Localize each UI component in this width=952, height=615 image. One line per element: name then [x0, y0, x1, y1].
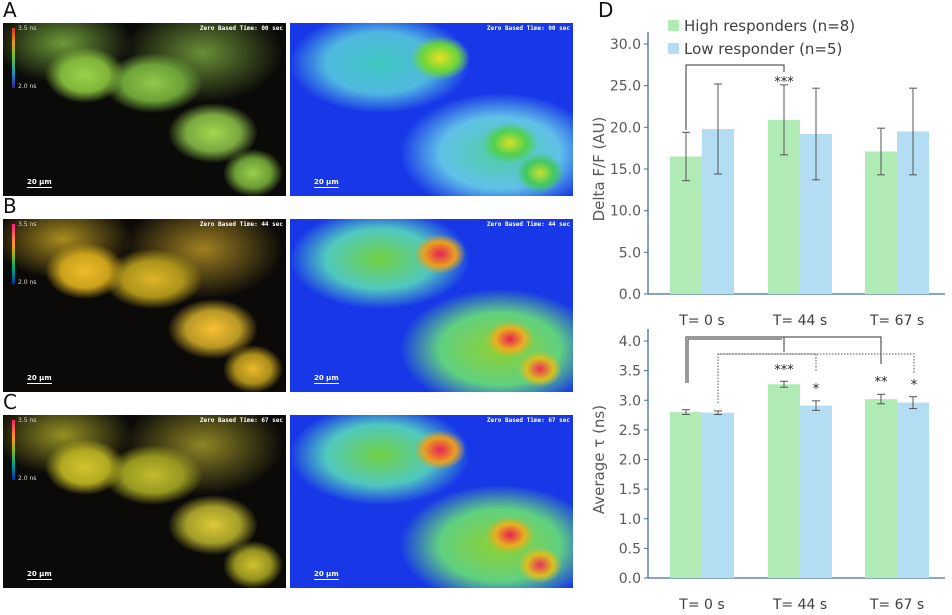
scale-bar: 20 μm	[27, 570, 52, 580]
timestamp: Zero Based Time: 44 sec	[199, 221, 283, 228]
significance-label: ***	[774, 363, 794, 378]
significance-bracket	[685, 64, 785, 130]
panel-label-c: C	[3, 390, 17, 414]
microscopy-image-c-left: Zero Based Time: 67 sec 20 μm 3.5 ns 2.0 ns	[3, 415, 286, 588]
microscopy-image-b-left: Zero Based Time: 44 sec 20 μm 3.5 ns 2.0 ns	[3, 219, 286, 392]
timestamp: Zero Based Time: 44 sec	[486, 221, 570, 228]
colorbar	[12, 224, 15, 284]
x-tick-label: T= 0 s	[678, 597, 724, 613]
bar	[897, 402, 929, 578]
y-tick-label: 10.0	[610, 204, 641, 220]
microscopy-image-c-right: Zero Based Time: 67 sec 20 μm	[290, 415, 573, 588]
colorbar-max: 3.5 ns	[18, 25, 37, 32]
microscopy-image-b-right: Zero Based Time: 44 sec 20 μm	[290, 219, 573, 392]
y-tick-label: 1.0	[619, 512, 641, 528]
colorbar-min: 2.0 ns	[18, 279, 37, 286]
legend-swatch	[668, 43, 679, 54]
legend-label: Low responder (n=5)	[684, 40, 842, 58]
y-axis-label: Delta F/F (AU)	[590, 117, 608, 222]
colorbar-max: 3.5 ns	[18, 221, 37, 228]
significance-bracket-dotted	[717, 353, 915, 403]
panel-label-d: D	[598, 0, 614, 22]
legend-label: High responders (n=8)	[684, 17, 855, 35]
timestamp: Zero Based Time: 00 sec	[199, 25, 283, 32]
bar	[670, 412, 702, 578]
x-tick-label: T= 67 s	[869, 313, 924, 329]
colorbar-max: 3.5 ns	[18, 417, 37, 424]
scale-bar: 20 μm	[314, 374, 339, 384]
y-tick-label: 25.0	[610, 79, 641, 95]
significance-label: *	[813, 382, 820, 397]
microscopy-image-a-left: Zero Based Time: 00 sec 20 μm 3.5 ns 2.0 ns	[3, 23, 286, 196]
x-tick-label: T= 44 s	[772, 313, 827, 329]
y-tick-label: 1.5	[619, 482, 641, 498]
colorbar-min: 2.0 ns	[18, 475, 37, 482]
y-tick-label: 15.0	[610, 162, 641, 178]
significance-label: *	[911, 378, 918, 393]
significance-label: **	[875, 375, 889, 390]
y-axis-label: Average τ (ns)	[590, 405, 608, 514]
bar	[768, 384, 800, 578]
bar	[800, 405, 832, 578]
significance-label: ***	[774, 75, 794, 90]
colorbar-min: 2.0 ns	[18, 83, 37, 90]
scale-bar: 20 μm	[314, 178, 339, 188]
legend-swatch	[668, 20, 679, 31]
y-tick-label: 30.0	[610, 37, 641, 53]
bar	[702, 412, 734, 578]
y-tick-label: 2.5	[619, 423, 641, 439]
y-tick-label: 2.0	[619, 453, 641, 469]
y-tick-label: 5.0	[619, 245, 641, 261]
y-tick-label: 4.0	[619, 334, 641, 350]
panel-label-a: A	[3, 0, 17, 22]
y-tick-label: 3.5	[619, 364, 641, 380]
significance-bracket	[685, 336, 785, 383]
microscopy-image-a-right: Zero Based Time: 00 sec 20 μm	[290, 23, 573, 196]
timestamp: Zero Based Time: 67 sec	[486, 417, 570, 424]
scale-bar: 20 μm	[27, 178, 52, 188]
scale-bar: 20 μm	[314, 570, 339, 580]
bar	[865, 399, 897, 578]
colorbar	[12, 28, 15, 88]
timestamp: Zero Based Time: 67 sec	[199, 417, 283, 424]
y-tick-label: 0.0	[619, 287, 641, 303]
y-tick-label: 3.0	[619, 393, 641, 409]
panel-label-b: B	[3, 194, 17, 218]
x-tick-label: T= 67 s	[869, 597, 924, 613]
scale-bar: 20 μm	[27, 374, 52, 384]
x-tick-label: T= 0 s	[678, 313, 724, 329]
y-tick-label: 0.0	[619, 571, 641, 587]
y-tick-label: 0.5	[619, 541, 641, 557]
timestamp: Zero Based Time: 00 sec	[486, 25, 570, 32]
x-tick-label: T= 44 s	[772, 597, 827, 613]
significance-bracket	[686, 336, 882, 364]
y-tick-label: 20.0	[610, 120, 641, 136]
colorbar	[12, 420, 15, 480]
